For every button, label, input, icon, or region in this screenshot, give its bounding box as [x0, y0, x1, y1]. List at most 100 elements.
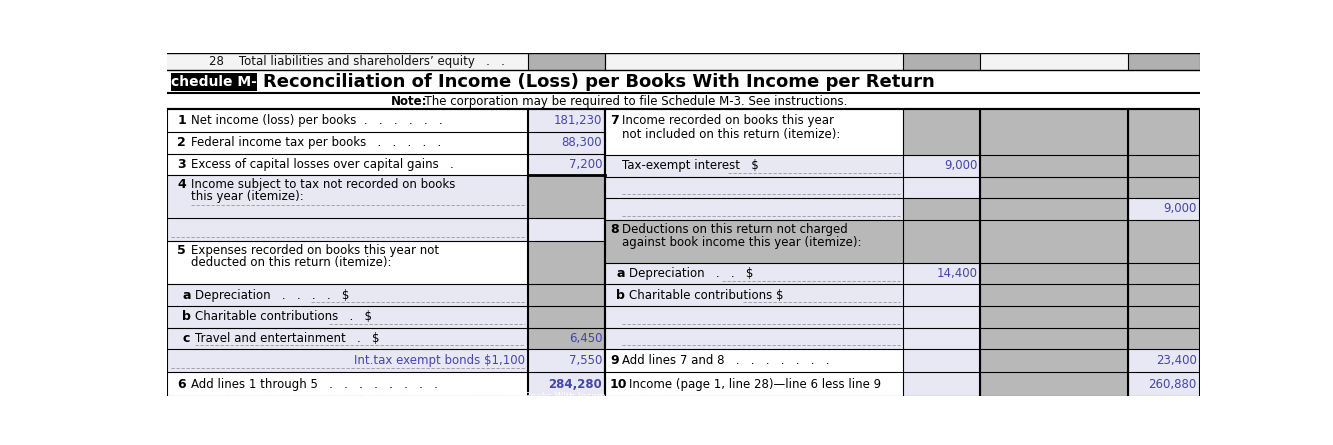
- Text: 2: 2: [177, 136, 187, 149]
- Text: Reconciliation of Income (Loss) per Books With Income per Return: Reconciliation of Income (Loss) per Book…: [263, 73, 934, 91]
- Bar: [902, 155, 980, 177]
- Text: 1: 1: [177, 114, 187, 127]
- Text: 284,280: 284,280: [548, 378, 603, 391]
- Bar: [528, 109, 605, 132]
- Bar: [167, 396, 1200, 397]
- Bar: [980, 349, 1128, 372]
- Bar: [528, 53, 605, 70]
- Bar: [1128, 155, 1200, 177]
- Text: Income recorded on books this year: Income recorded on books this year: [623, 114, 834, 127]
- Bar: [902, 349, 980, 372]
- Text: deducted on this return (itemize):: deducted on this return (itemize):: [192, 256, 392, 269]
- Bar: [1128, 328, 1200, 349]
- Bar: [167, 306, 528, 328]
- Text: 6: 6: [177, 378, 187, 391]
- Bar: [980, 109, 1128, 155]
- Bar: [902, 328, 980, 349]
- Bar: [980, 155, 1128, 177]
- Bar: [902, 372, 980, 397]
- Bar: [528, 372, 605, 397]
- Text: c: c: [183, 332, 189, 345]
- Bar: [980, 284, 1128, 306]
- Text: this year (itemize):: this year (itemize):: [192, 190, 304, 203]
- Bar: [902, 306, 980, 328]
- Bar: [605, 198, 902, 220]
- Text: 7,200: 7,200: [569, 158, 603, 171]
- Text: Add lines 7 and 8   .   .   .   .   .   .   .: Add lines 7 and 8 . . . . . . .: [623, 354, 830, 367]
- Text: Charitable contributions   .   $: Charitable contributions . $: [195, 310, 372, 323]
- Text: 4: 4: [177, 178, 187, 191]
- Bar: [528, 349, 605, 372]
- Bar: [167, 284, 528, 306]
- Bar: [1128, 306, 1200, 328]
- Text: a: a: [183, 289, 191, 302]
- Bar: [605, 328, 902, 349]
- Text: Expenses recorded on books this year not: Expenses recorded on books this year not: [192, 244, 440, 257]
- Text: Depreciation   .   .   .   .   $: Depreciation . . . . $: [195, 289, 349, 302]
- Text: 10: 10: [611, 378, 628, 391]
- Text: 260,880: 260,880: [1148, 378, 1197, 391]
- Text: a: a: [616, 267, 625, 280]
- Bar: [1128, 263, 1200, 284]
- Bar: [980, 263, 1128, 284]
- Bar: [605, 177, 902, 198]
- Bar: [902, 198, 980, 220]
- Text: 181,230: 181,230: [553, 114, 603, 127]
- Text: 23,400: 23,400: [1156, 354, 1197, 367]
- Text: 14,400: 14,400: [936, 267, 977, 280]
- Text: Deductions on this return not charged: Deductions on this return not charged: [623, 222, 848, 236]
- Text: The corporation may be required to file Schedule M-3. See instructions.: The corporation may be required to file …: [417, 95, 848, 108]
- Bar: [528, 132, 605, 154]
- Text: Income subject to tax not recorded on books: Income subject to tax not recorded on bo…: [192, 178, 456, 191]
- Bar: [171, 73, 257, 91]
- Text: Depreciation   .   .   $: Depreciation . . $: [629, 267, 753, 280]
- Text: Note:: Note:: [392, 95, 428, 108]
- Bar: [528, 218, 605, 241]
- Text: 88,300: 88,300: [561, 136, 603, 149]
- Text: Add lines 1 through 5   .   .   .   .   .   .   .   .: Add lines 1 through 5 . . . . . . . .: [192, 378, 439, 391]
- Bar: [605, 284, 902, 306]
- Text: Income (page 1, line 28)—line 6 less line 9: Income (page 1, line 28)—line 6 less lin…: [629, 378, 881, 391]
- Bar: [528, 328, 605, 349]
- Bar: [605, 109, 902, 155]
- Bar: [1128, 109, 1200, 155]
- Text: Int.tax exempt bonds $1,100: Int.tax exempt bonds $1,100: [353, 354, 525, 367]
- Bar: [902, 177, 980, 198]
- Text: b: b: [616, 289, 625, 302]
- Bar: [980, 177, 1128, 198]
- Text: not included on this return (itemize):: not included on this return (itemize):: [623, 128, 841, 141]
- Bar: [1128, 220, 1200, 263]
- Bar: [980, 372, 1128, 397]
- Bar: [980, 220, 1128, 263]
- Bar: [902, 263, 980, 284]
- Bar: [528, 175, 605, 218]
- Bar: [605, 372, 902, 397]
- Bar: [1128, 372, 1200, 397]
- Text: 8: 8: [611, 222, 619, 236]
- Bar: [605, 349, 902, 372]
- Bar: [167, 218, 528, 241]
- Text: Travel and entertainment   .   $: Travel and entertainment . $: [195, 332, 379, 345]
- Bar: [167, 349, 528, 372]
- Text: 9,000: 9,000: [1164, 202, 1197, 215]
- Text: Schedule M-1: Schedule M-1: [161, 75, 267, 89]
- Bar: [1128, 198, 1200, 220]
- Bar: [167, 70, 1200, 93]
- Bar: [980, 328, 1128, 349]
- Text: 7: 7: [611, 114, 619, 127]
- Text: Net income (loss) per books  .   .   .   .   .   .: Net income (loss) per books . . . . . .: [192, 114, 443, 127]
- Text: Schedule M-1  (page 4)    Schedule M-1    Reconciliation of Income (Loss) per Bo: Schedule M-1 (page 4) Schedule M-1 Recon…: [173, 392, 663, 401]
- Bar: [605, 263, 902, 284]
- Text: 5: 5: [177, 244, 187, 257]
- Bar: [167, 93, 1200, 109]
- Bar: [167, 53, 1200, 70]
- Bar: [902, 220, 980, 263]
- Text: Charitable contributions $: Charitable contributions $: [629, 289, 782, 302]
- Bar: [605, 220, 902, 263]
- Bar: [167, 328, 528, 349]
- Bar: [980, 198, 1128, 220]
- Bar: [528, 241, 605, 284]
- Text: Federal income tax per books   .   .   .   .   .: Federal income tax per books . . . . .: [192, 136, 441, 149]
- Bar: [902, 53, 980, 70]
- Bar: [167, 175, 528, 218]
